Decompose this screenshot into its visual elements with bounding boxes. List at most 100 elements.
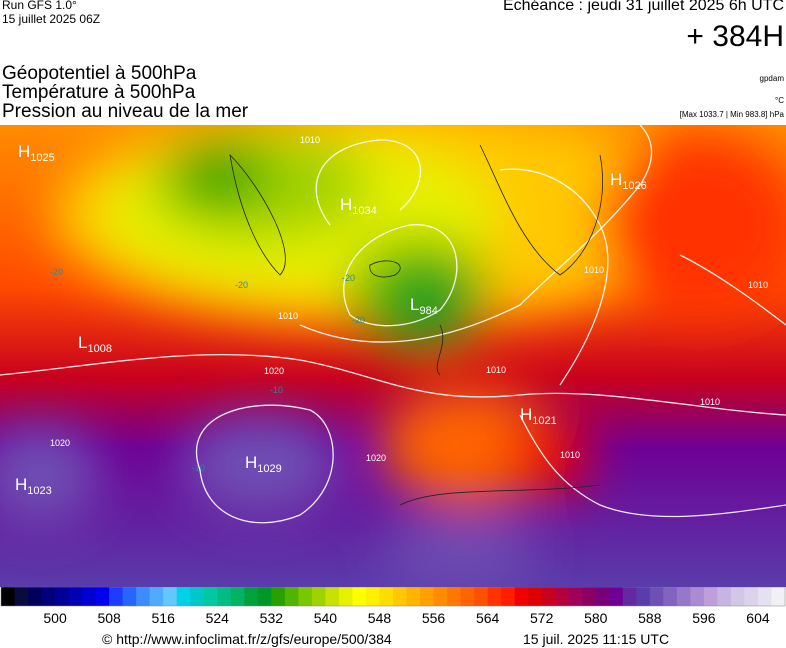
- color-swatch: [514, 587, 529, 606]
- color-swatch: [501, 587, 516, 606]
- color-swatch: [406, 587, 421, 606]
- color-swatch: [663, 587, 678, 606]
- isobar-label: 1010: [300, 135, 321, 145]
- colorbar-tick-label: 540: [314, 610, 338, 626]
- colorbar-tick-label: 516: [152, 610, 176, 626]
- color-swatch: [393, 587, 408, 606]
- color-swatch: [122, 587, 137, 606]
- colorbar-tick-label: 532: [260, 610, 284, 626]
- color-swatch: [149, 587, 164, 606]
- color-swatch: [203, 587, 218, 606]
- unit: [Max 1033.7 | Min 983.8] hPa: [679, 110, 784, 119]
- isotherm-label: -20: [50, 267, 64, 277]
- title: Géopotentiel à 500hPa: [2, 63, 197, 84]
- pressure-center: H1029: [245, 453, 282, 475]
- colorbar-tick-label: 556: [422, 610, 446, 626]
- isobar-label: 1020: [264, 366, 285, 376]
- isobar-label: 1010: [700, 397, 721, 407]
- pressure-center: H1034: [340, 195, 377, 217]
- pressure-center: H1023: [15, 475, 52, 497]
- color-swatch: [649, 587, 664, 606]
- pressure-center: H1021: [520, 405, 557, 427]
- generated-time: 15 juil. 2025 11:15 UTC: [523, 631, 670, 647]
- color-swatch: [703, 587, 718, 606]
- color-swatch: [68, 587, 83, 606]
- isotherm-label: -20: [352, 315, 366, 325]
- run-date: 15 juillet 2025 06Z: [2, 12, 101, 26]
- color-swatch: [14, 587, 29, 606]
- color-swatch: [582, 587, 597, 606]
- color-swatch: [528, 587, 543, 606]
- isobar-label: 1010: [584, 265, 605, 275]
- isobar-label: 1020: [366, 453, 387, 463]
- isobar-label: 1020: [50, 438, 71, 448]
- color-swatch: [595, 587, 610, 606]
- color-swatch: [311, 587, 326, 606]
- isotherm-label: -10: [270, 385, 284, 395]
- color-swatch: [284, 587, 299, 606]
- isotherm-label: -10: [192, 463, 206, 473]
- colorbar-frame: [0, 587, 786, 607]
- color-swatch: [636, 587, 651, 606]
- colorbar-tick-label: 604: [746, 610, 770, 626]
- color-swatch: [555, 587, 570, 606]
- color-swatch: [690, 587, 705, 606]
- valid-time: Echéance : jeudi 31 juillet 2025 6h UTC: [502, 0, 784, 14]
- title: Température à 500hPa: [2, 82, 196, 103]
- pressure-center: H1025: [18, 142, 55, 164]
- color-swatch: [163, 587, 178, 606]
- color-swatch: [744, 587, 759, 606]
- colorbar-tick-label: 524: [206, 610, 230, 626]
- color-swatch: [257, 587, 272, 606]
- isobar-label: 1010: [486, 365, 507, 375]
- colorbar-tick-label: 548: [368, 610, 392, 626]
- color-swatch: [420, 587, 435, 606]
- color-swatch: [757, 587, 772, 606]
- color-swatch: [433, 587, 448, 606]
- color-swatch: [352, 587, 367, 606]
- map-field: [0, 125, 786, 587]
- color-swatch: [609, 587, 624, 606]
- color-swatch: [338, 587, 353, 606]
- unit: gpdam: [759, 74, 784, 83]
- color-swatch: [379, 587, 394, 606]
- color-swatch: [95, 587, 110, 606]
- unit: °C: [775, 96, 784, 105]
- color-swatch: [487, 587, 502, 606]
- color-swatch: [447, 587, 462, 606]
- color-swatch: [217, 587, 232, 606]
- color-swatch: [55, 587, 70, 606]
- color-swatch: [176, 587, 191, 606]
- pressure-center: L1008: [78, 333, 112, 355]
- colorbar-tick-label: 596: [692, 610, 716, 626]
- color-swatch: [460, 587, 475, 606]
- colorbar-tick-label: 580: [584, 610, 608, 626]
- color-swatch: [568, 587, 583, 606]
- source: © http://www.infoclimat.fr/z/gfs/europe/…: [102, 631, 392, 647]
- color-swatch: [136, 587, 151, 606]
- isobar-label: 1010: [278, 311, 299, 321]
- color-swatch: [622, 587, 637, 606]
- color-swatch: [230, 587, 245, 606]
- colorbar-tick-label: 572: [530, 610, 554, 626]
- color-swatch: [244, 587, 259, 606]
- color-swatch: [1, 587, 16, 606]
- color-swatch: [541, 587, 556, 606]
- isobar-label: 1010: [748, 280, 769, 290]
- pressure-center: H1026: [610, 170, 647, 192]
- color-swatch: [365, 587, 380, 606]
- colorbar-tick-label: 564: [476, 610, 500, 626]
- isotherm-label: -20: [235, 280, 249, 290]
- colorbar-tick-label: 500: [43, 610, 67, 626]
- title: Pression au niveau de la mer: [2, 101, 249, 122]
- colorbar-tick-label: 588: [638, 610, 662, 626]
- lead-time: + 384H: [686, 20, 784, 53]
- colorbar: 500 508 516 524 532 540 548 556 564 572 580 588 596 6…: [0, 587, 786, 626]
- color-swatch: [298, 587, 313, 606]
- color-swatch: [325, 587, 340, 606]
- color-swatch: [109, 587, 124, 606]
- pressure-center: L984: [410, 295, 438, 317]
- color-swatch: [271, 587, 286, 606]
